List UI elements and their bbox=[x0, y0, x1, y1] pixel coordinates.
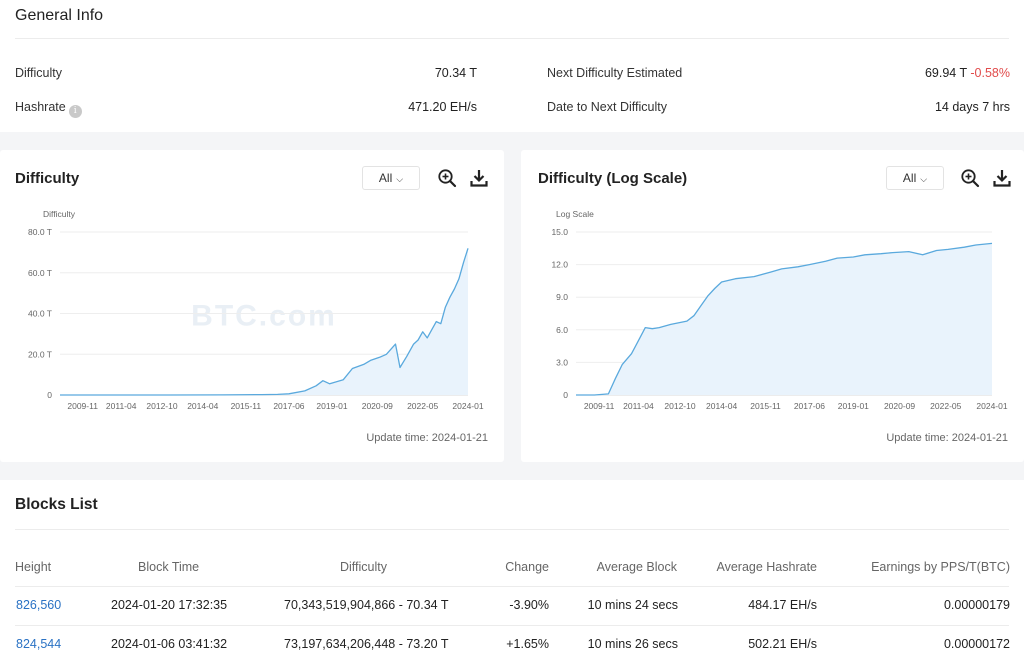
chevron-down-icon: ⌵ bbox=[920, 174, 928, 184]
x-tick-label: 2012-10 bbox=[146, 401, 177, 411]
block-difficulty: 73,197,634,206,448 - 73.20 T bbox=[284, 637, 449, 651]
download-icon[interactable] bbox=[469, 168, 489, 188]
divider bbox=[15, 529, 1009, 530]
block-height-link[interactable]: 824,544 bbox=[16, 637, 62, 651]
block-average-hashrate: 502.21 EH/s bbox=[748, 637, 817, 651]
col-header-earnings: Earnings by PPS/T(BTC) bbox=[871, 560, 1010, 574]
col-header-block-time: Block Time bbox=[138, 560, 200, 574]
difficulty-chart: BTC.com Difficulty 0 20.0 T 40.0 T 60.0 T 80.0… bbox=[28, 209, 484, 411]
x-tick-label: 2009-11 bbox=[67, 401, 98, 411]
block-change: +1.65% bbox=[506, 637, 549, 651]
update-time: Update time: 2024-01-21 bbox=[886, 432, 1008, 444]
chart-title: Difficulty bbox=[15, 170, 80, 187]
y-tick-label: 3.0 bbox=[556, 357, 568, 367]
x-tick-label: 2009-11 bbox=[584, 401, 615, 411]
difficulty-label: Difficulty bbox=[15, 66, 63, 80]
x-tick-label: 2014-04 bbox=[187, 401, 218, 411]
block-time: 2024-01-06 03:41:32 bbox=[111, 637, 228, 651]
y-axis-label: Difficulty bbox=[43, 209, 76, 219]
series-area bbox=[576, 243, 992, 395]
range-select-value: All bbox=[902, 171, 917, 185]
x-tick-label: 2015-11 bbox=[231, 401, 262, 411]
zoom-in-icon[interactable] bbox=[960, 168, 980, 188]
next-difficulty-change: -0.58% bbox=[970, 66, 1010, 80]
block-average-time: 10 mins 26 secs bbox=[587, 637, 678, 651]
general-info-title: General Info bbox=[15, 7, 104, 24]
zoom-in-icon[interactable] bbox=[437, 168, 457, 188]
y-tick-label: 0 bbox=[47, 390, 52, 400]
hashrate-label-row: Hashrate i bbox=[15, 100, 82, 118]
x-tick-label: 2020-09 bbox=[362, 401, 393, 411]
y-axis-label: Log Scale bbox=[556, 209, 594, 219]
range-select[interactable]: All ⌵ bbox=[362, 166, 420, 190]
col-header-change: Change bbox=[505, 560, 549, 574]
next-difficulty-value: 69.94 T bbox=[924, 66, 967, 80]
blocks-list-panel: Blocks List Height Block Time Difficulty… bbox=[0, 480, 1024, 663]
block-change: -3.90% bbox=[509, 598, 549, 612]
difficulty-value: 70.34 T bbox=[434, 66, 477, 80]
range-select[interactable]: All ⌵ bbox=[886, 166, 944, 190]
block-earnings: 0.00000179 bbox=[943, 598, 1010, 612]
hashrate-label: Hashrate bbox=[15, 100, 66, 114]
difficulty-chart-panel: Difficulty All ⌵ BTC.com Difficulty 0 20.0 T… bbox=[0, 150, 504, 462]
chevron-down-icon: ⌵ bbox=[396, 174, 404, 184]
general-info-panel: General Info Difficulty 70.34 T Hashrate… bbox=[0, 0, 1024, 132]
y-tick-label: 0 bbox=[563, 390, 568, 400]
date-next-label: Date to Next Difficulty bbox=[547, 100, 667, 114]
x-tick-label: 2015-11 bbox=[750, 401, 781, 411]
col-header-difficulty: Difficulty bbox=[340, 560, 388, 574]
x-tick-label: 2022-05 bbox=[930, 401, 961, 411]
download-icon[interactable] bbox=[992, 168, 1012, 188]
chart-title: Difficulty (Log Scale) bbox=[538, 170, 688, 187]
series-area bbox=[60, 248, 468, 395]
series-line bbox=[60, 248, 469, 396]
col-header-height: Height bbox=[15, 560, 52, 574]
next-difficulty-label: Next Difficulty Estimated bbox=[547, 66, 683, 80]
blocks-list-title: Blocks List bbox=[15, 496, 98, 513]
y-tick-label: 15.0 bbox=[551, 227, 568, 237]
block-difficulty: 70,343,519,904,866 - 70.34 T bbox=[284, 598, 449, 612]
x-tick-label: 2022-05 bbox=[407, 401, 438, 411]
block-time: 2024-01-20 17:32:35 bbox=[111, 598, 228, 612]
divider bbox=[15, 38, 1009, 39]
y-tick-label: 12.0 bbox=[551, 260, 568, 270]
next-difficulty-value-row: 69.94 T -0.58% bbox=[925, 66, 1010, 80]
x-tick-label: 2020-09 bbox=[884, 401, 915, 411]
col-header-average-block: Average Block bbox=[596, 560, 677, 574]
x-tick-label: 2024-01 bbox=[976, 401, 1007, 411]
block-average-hashrate: 484.17 EH/s bbox=[748, 598, 817, 612]
difficulty-log-chart: BTC.comLog Scale03.06.09.012.015.02009-1… bbox=[551, 209, 1007, 411]
x-tick-label: 2019-01 bbox=[838, 401, 869, 411]
difficulty-log-chart-panel: Difficulty (Log Scale) All⌵ BTC.comLog S… bbox=[521, 150, 1024, 462]
y-tick-label: 60.0 T bbox=[28, 268, 52, 278]
y-tick-label: 9.0 bbox=[556, 292, 568, 302]
x-tick-label: 2019-01 bbox=[316, 401, 347, 411]
col-header-average-hashrate: Average Hashrate bbox=[716, 560, 817, 574]
watermark: BTC.com bbox=[191, 300, 337, 333]
row-divider bbox=[15, 625, 1009, 626]
info-icon[interactable]: i bbox=[68, 105, 82, 118]
range-select-value: All bbox=[378, 171, 393, 185]
date-next-value: 14 days 7 hrs bbox=[934, 100, 1010, 114]
x-tick-label: 2011-04 bbox=[623, 401, 654, 411]
x-tick-label: 2024-01 bbox=[452, 401, 483, 411]
x-tick-label: 2011-04 bbox=[106, 401, 137, 411]
hashrate-value: 471.20 EH/s bbox=[408, 100, 477, 114]
series-line bbox=[576, 242, 993, 396]
update-time: Update time: 2024-01-21 bbox=[366, 432, 488, 444]
y-tick-label: 20.0 T bbox=[28, 349, 52, 359]
row-divider bbox=[15, 586, 1009, 587]
y-tick-label: 40.0 T bbox=[28, 309, 52, 319]
x-tick-label: 2017-06 bbox=[273, 401, 304, 411]
x-tick-label: 2012-10 bbox=[664, 401, 695, 411]
block-height-link[interactable]: 826,560 bbox=[16, 598, 62, 612]
block-earnings: 0.00000172 bbox=[943, 637, 1010, 651]
x-tick-label: 2017-06 bbox=[794, 401, 825, 411]
y-tick-label: 6.0 bbox=[556, 325, 568, 335]
x-tick-label: 2014-04 bbox=[706, 401, 737, 411]
y-tick-label: 80.0 T bbox=[28, 227, 52, 237]
block-average-time: 10 mins 24 secs bbox=[587, 598, 678, 612]
